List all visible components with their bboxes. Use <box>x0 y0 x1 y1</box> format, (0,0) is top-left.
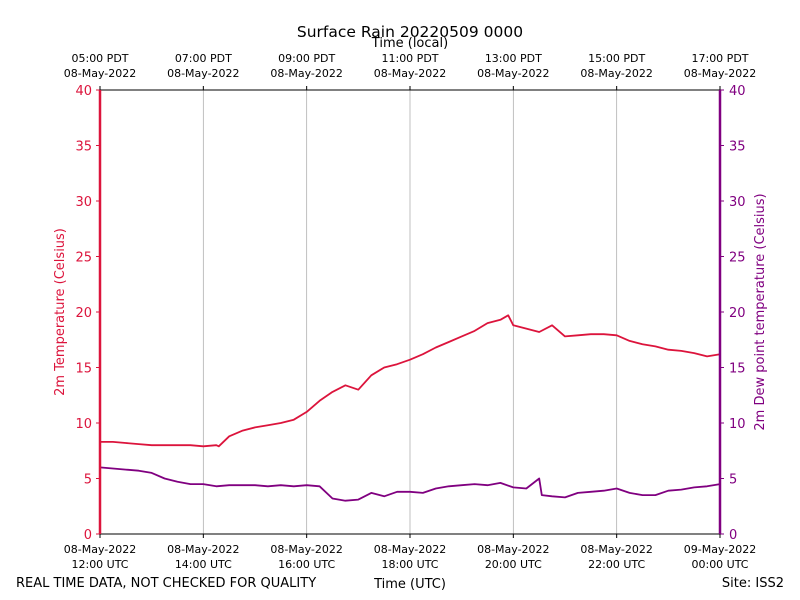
left-y-tick-label: 5 <box>84 473 92 488</box>
top-tick-label: 09:00 PDT 08-May-2022 <box>270 52 342 80</box>
x-tick-label: 08-May-2022 12:00 UTC <box>64 543 136 571</box>
dewpoint-series-line <box>99 466 721 502</box>
right-y-tick-label: 10 <box>729 417 746 432</box>
right-y-tick-label: 5 <box>729 473 737 488</box>
site-label: Site: ISS2 <box>722 576 784 591</box>
right-y-ticks: 0 5 10 15 20 25 30 35 40 <box>720 84 746 543</box>
x-tick-label: 09-May-2022 00:00 UTC <box>684 543 756 571</box>
top-tick-label: 15:00 PDT 08-May-2022 <box>580 52 652 80</box>
x-tick-label: 08-May-2022 16:00 UTC <box>270 543 342 571</box>
right-y-tick-label: 30 <box>729 195 746 210</box>
left-y-axis-label: 2m Temperature (Celsius) <box>53 228 68 396</box>
top-axis-title: Time (local) <box>371 36 448 51</box>
left-y-tick-label: 30 <box>75 195 92 210</box>
grid <box>202 90 618 534</box>
right-y-tick-label: 25 <box>729 251 746 266</box>
temperature-series-line <box>100 314 721 448</box>
x-tick-label: 08-May-2022 20:00 UTC <box>477 543 549 571</box>
left-y-tick-label: 20 <box>75 306 92 321</box>
top-tick-label: 17:00 PDT 08-May-2022 <box>684 52 756 80</box>
top-x-ticks: 05:00 PDT 08-May-2022 07:00 PDT 08-May-2022… <box>64 52 756 90</box>
x-tick-label: 08-May-2022 18:00 UTC <box>374 543 446 571</box>
right-y-tick-label: 0 <box>729 528 737 543</box>
chart-title: Surface Rain 20220509 0000 <box>297 23 523 41</box>
right-y-tick-label: 40 <box>729 84 746 99</box>
x-tick-label: 08-May-2022 22:00 UTC <box>580 543 652 571</box>
left-y-tick-label: 25 <box>75 251 92 266</box>
series-layer <box>99 314 721 502</box>
right-y-tick-label: 15 <box>729 362 746 377</box>
left-y-tick-label: 10 <box>75 417 92 432</box>
left-y-ticks: 0 5 10 15 20 25 30 35 40 <box>75 84 100 543</box>
left-y-tick-label: 35 <box>75 140 92 155</box>
top-tick-label: 11:00 PDT 08-May-2022 <box>374 52 446 80</box>
top-tick-label: 13:00 PDT 08-May-2022 <box>477 52 549 80</box>
bottom-x-ticks: 08-May-2022 12:00 UTC 08-May-2022 14:00 UTC… <box>64 534 756 571</box>
right-y-tick-label: 20 <box>729 306 746 321</box>
top-tick-label: 05:00 PDT 08-May-2022 <box>64 52 136 80</box>
top-tick-label: 07:00 PDT 08-May-2022 <box>167 52 239 80</box>
left-y-tick-label: 15 <box>75 362 92 377</box>
left-y-tick-label: 40 <box>75 84 92 99</box>
right-y-axis-label: 2m Dew point temperature (Celsius) <box>753 193 768 430</box>
quality-disclaimer: REAL TIME DATA, NOT CHECKED FOR QUALITY <box>16 576 316 591</box>
right-y-tick-label: 35 <box>729 140 746 155</box>
x-axis-label: Time (UTC) <box>373 577 446 592</box>
left-y-tick-label: 0 <box>84 528 92 543</box>
x-tick-label: 08-May-2022 14:00 UTC <box>167 543 239 571</box>
